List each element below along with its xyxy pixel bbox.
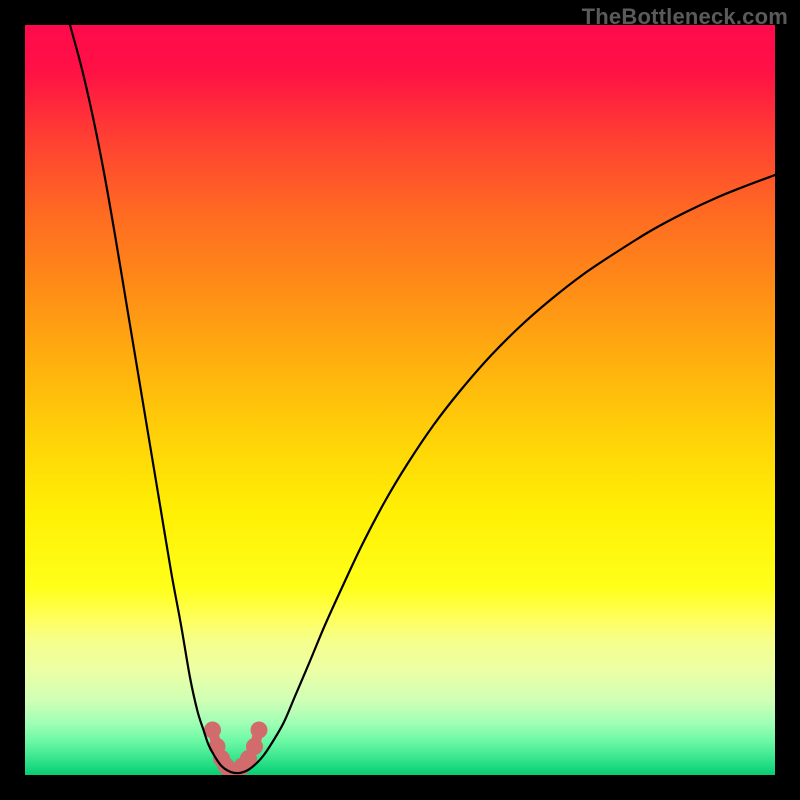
bottleneck-curve [70,25,775,773]
curve-layer [25,25,775,775]
valley-marker-dot [246,738,263,755]
plot-area [25,25,775,775]
valley-marker-dot [251,722,268,739]
valley-markers [204,722,268,776]
watermark-text: TheBottleneck.com [582,4,788,30]
chart-frame: TheBottleneck.com [0,0,800,800]
